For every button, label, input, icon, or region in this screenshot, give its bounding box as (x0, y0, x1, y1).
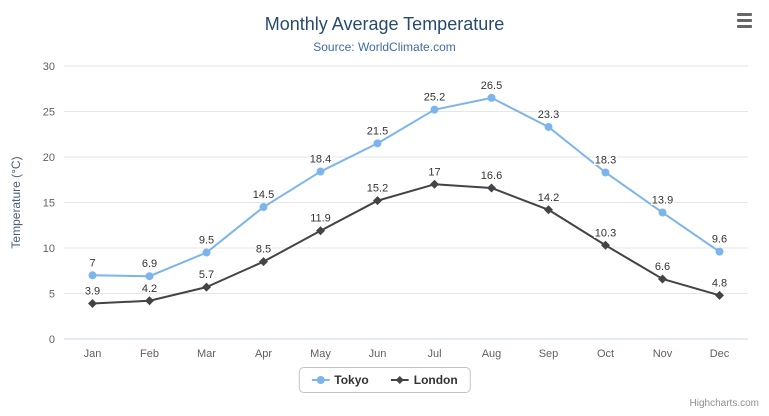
legend-diamond-icon (390, 376, 409, 384)
legend-label-london: London (413, 373, 458, 387)
tokyo-data-label: 26.5 (481, 80, 502, 92)
y-axis-label: 25 (43, 107, 55, 119)
tokyo-marker (145, 272, 154, 281)
x-axis-label: Oct (597, 348, 614, 360)
tokyo-data-label: 18.4 (310, 154, 331, 166)
x-axis-label: May (310, 348, 331, 360)
tokyo-marker (259, 203, 268, 212)
tokyo-data-label: 21.5 (367, 125, 388, 137)
london-marker (658, 274, 667, 284)
tokyo-data-label: 9.6 (712, 234, 727, 246)
legend-label-tokyo: Tokyo (334, 373, 369, 387)
x-axis-label: Feb (140, 348, 159, 360)
tokyo-marker (88, 271, 97, 280)
x-axis-label: Jan (84, 348, 102, 360)
london-marker (145, 296, 154, 306)
london-data-label: 16.6 (481, 170, 502, 182)
london-marker (601, 240, 610, 250)
london-data-label: 14.2 (538, 192, 559, 204)
london-data-label: 5.7 (199, 269, 214, 281)
london-marker (715, 290, 724, 300)
london-data-label: 4.8 (712, 277, 727, 289)
y-axis-label: 5 (49, 289, 55, 301)
tokyo-marker (316, 167, 325, 176)
x-axis-label: Nov (653, 348, 673, 360)
tokyo-data-label: 9.5 (199, 235, 214, 247)
x-axis-label: Mar (197, 348, 216, 360)
tokyo-marker (487, 93, 496, 102)
london-marker (487, 183, 496, 193)
tokyo-marker (601, 168, 610, 177)
london-marker (373, 196, 382, 206)
y-axis-label: 30 (43, 61, 55, 73)
london-data-label: 4.2 (142, 283, 157, 295)
london-data-label: 15.2 (367, 183, 388, 195)
legend: Tokyo London (298, 367, 471, 393)
tokyo-data-label: 18.3 (595, 154, 616, 166)
x-axis-label: Jul (427, 348, 441, 360)
y-axis-label: 10 (43, 243, 55, 255)
london-data-label: 17 (428, 166, 440, 178)
hamburger-bar (737, 12, 752, 16)
legend-item-tokyo[interactable]: Tokyo (311, 373, 369, 387)
series-line-london (92, 183, 720, 305)
x-axis-label: Aug (482, 348, 502, 360)
tokyo-data-label: 23.3 (538, 109, 559, 121)
chart-title: Monthly Average Temperature (264, 14, 505, 34)
london-marker (544, 205, 553, 215)
london-data-label: 8.5 (256, 244, 271, 256)
tokyo-data-label: 13.9 (652, 195, 673, 207)
tokyo-marker (430, 105, 439, 114)
tokyo-data-label: 7 (89, 257, 95, 269)
x-axis-label: Sep (539, 348, 559, 360)
chart-subtitle: Source: WorldClimate.com (313, 40, 456, 54)
london-data-label: 10.3 (595, 227, 616, 239)
tokyo-marker (715, 247, 724, 256)
tokyo-marker (202, 248, 211, 257)
x-axis-label: Jun (369, 348, 387, 360)
tokyo-marker (373, 139, 382, 148)
london-marker (259, 257, 268, 267)
legend-item-london[interactable]: London (390, 373, 458, 387)
hamburger-bar (737, 18, 752, 22)
london-data-label: 6.6 (655, 261, 670, 273)
x-axis-label: Dec (710, 348, 730, 360)
hamburger-bar (737, 24, 752, 28)
london-marker (316, 226, 325, 236)
y-axis-label: 20 (43, 152, 55, 164)
london-data-label: 3.9 (85, 286, 100, 298)
x-axis-label: Apr (255, 348, 272, 360)
y-axis-label: 15 (43, 198, 55, 210)
tokyo-marker (544, 122, 553, 131)
y-axis-label: 0 (49, 334, 55, 346)
legend-circle-icon (311, 376, 330, 384)
credits-link[interactable]: Highcharts.com (689, 398, 759, 409)
tokyo-data-label: 6.9 (142, 258, 157, 270)
series-line-tokyo (92, 96, 721, 278)
hamburger-menu-icon[interactable] (733, 10, 757, 30)
tokyo-data-label: 14.5 (253, 189, 274, 201)
london-marker (430, 179, 439, 189)
london-marker (88, 299, 97, 309)
london-data-label: 11.9 (310, 213, 331, 225)
tokyo-marker (658, 208, 667, 217)
y-axis-title: Temperature (°C) (9, 156, 23, 248)
london-marker (202, 282, 211, 292)
tokyo-data-label: 25.2 (424, 92, 445, 104)
